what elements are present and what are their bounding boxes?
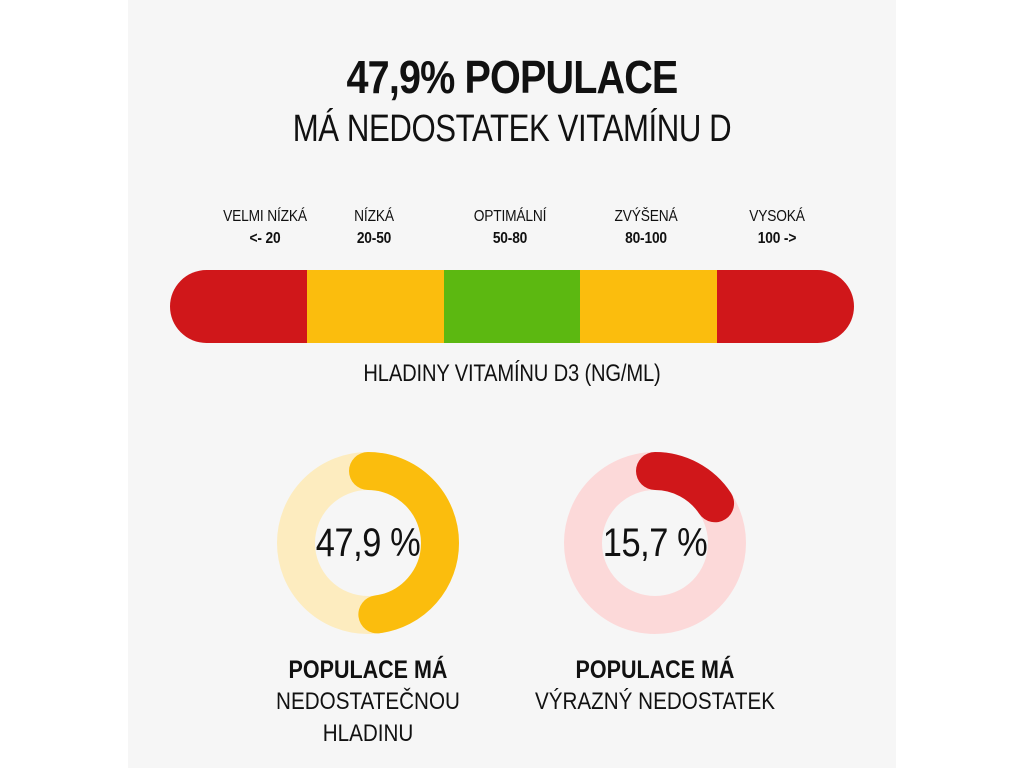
donut-arc: [277, 452, 459, 634]
caption-line: VÝRAZNÝ NEDOSTATEK: [534, 688, 776, 715]
subheadline: MÁ NEDOSTATEK VITAMÍNU D: [292, 108, 732, 150]
category-name: ZVÝŠENÁ: [614, 208, 678, 225]
donut-chart-insufficient: 47,9 %: [273, 448, 463, 638]
category-name: OPTIMÁLNÍ: [473, 208, 547, 225]
category-name: VYSOKÁ: [749, 208, 805, 225]
donut-value-label: 47,9 %: [315, 521, 421, 565]
category-label-high: VYSOKÁ 100 ->: [719, 206, 836, 250]
category-name: NÍZKÁ: [354, 208, 394, 225]
scale-axis-label: HLADINY VITAMÍNU D3 (NG/ML): [363, 360, 661, 387]
category-range: <- 20: [249, 230, 281, 247]
caption-bold-line: POPULACE MÁ: [288, 656, 448, 684]
category-range: 20-50: [356, 230, 392, 247]
donut-arc: [564, 452, 746, 634]
headline: 47,9% POPULACE: [346, 51, 679, 103]
caption-severe: POPULACE MÁ VÝRAZNÝ NEDOSTATEK: [526, 654, 784, 718]
donut-value-label: 15,7 %: [602, 521, 708, 565]
category-range: 80-100: [625, 230, 667, 247]
caption-bold-line: POPULACE MÁ: [575, 656, 735, 684]
scale-segment-5: [717, 270, 854, 343]
scale-segment-4: [580, 270, 718, 343]
infographic-panel: 47,9% POPULACE MÁ NEDOSTATEK VITAMÍNU D …: [128, 0, 896, 768]
scale-segment-3: [443, 270, 581, 343]
caption-line: NEDOSTATEČNOU HLADINU: [276, 688, 460, 747]
category-range: 50-80: [492, 230, 528, 247]
donut-chart-severe: 15,7 %: [560, 448, 750, 638]
category-name: VELMI NÍZKÁ: [223, 208, 307, 225]
category-label-very-low: VELMI NÍZKÁ <- 20: [207, 206, 324, 250]
category-range: 100 ->: [757, 230, 797, 247]
caption-insufficient: POPULACE MÁ NEDOSTATEČNOU HLADINU: [239, 654, 497, 750]
donut-svg: [277, 452, 459, 634]
scale-segment-2: [306, 270, 444, 343]
category-label-elevated: ZVÝŠENÁ 80-100: [588, 206, 705, 250]
donut-svg: [564, 452, 746, 634]
category-label-optimal: OPTIMÁLNÍ 50-80: [452, 206, 569, 250]
vitamin-d-scale-bar: [170, 270, 854, 343]
scale-segment-1: [170, 270, 307, 343]
category-label-low: NÍZKÁ 20-50: [316, 206, 433, 250]
